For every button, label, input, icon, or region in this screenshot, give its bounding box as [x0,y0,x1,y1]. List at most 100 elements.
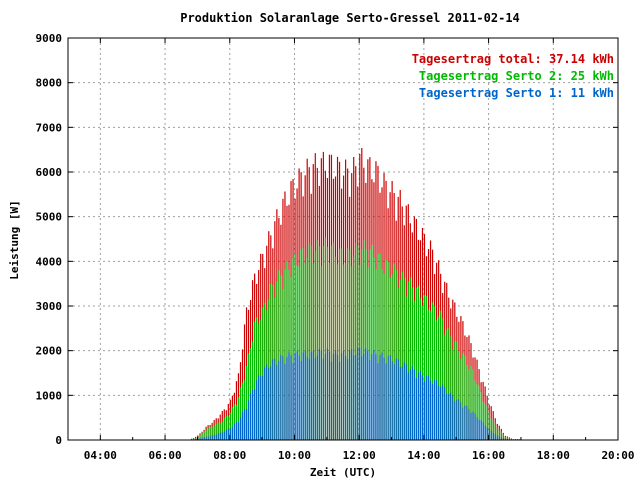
bar [421,375,424,440]
bar [411,366,413,440]
bar [363,240,365,440]
bar [304,351,306,440]
bar [393,364,395,440]
bar [270,283,272,440]
bar [478,419,480,440]
bar [385,259,387,440]
bar [347,248,349,440]
bar [476,417,478,440]
bar [456,341,458,440]
bar [353,355,355,440]
bar [215,423,217,440]
bar [488,412,490,440]
bar [272,359,274,440]
bar [332,242,335,440]
bar [345,355,347,440]
bar [338,248,341,440]
bar [268,368,270,440]
bar [211,426,213,440]
bar [328,263,331,440]
bar [205,436,207,440]
bar [225,415,227,440]
bar [322,245,324,440]
bar [419,370,422,440]
bar [454,341,456,440]
bar [504,436,506,440]
bar [330,361,333,440]
bar [496,435,498,440]
bar [349,249,351,440]
bar [340,353,343,440]
bar [213,425,215,440]
y-tick-label: 4000 [36,255,63,268]
bar [474,380,476,440]
bar [490,418,492,440]
bar [365,249,367,440]
bar [429,380,432,440]
bar [500,431,502,440]
bar [254,321,256,440]
bar [314,251,316,440]
bar [440,310,442,440]
bar [314,357,316,440]
bar [440,386,442,440]
bar [502,433,504,440]
bar [278,270,280,440]
bar [247,400,250,440]
bar [235,422,238,440]
bar [387,261,389,440]
bar [363,353,365,440]
bar [385,363,387,440]
x-tick-label: 10:00 [278,449,311,462]
bar [502,437,504,440]
bar [436,380,438,440]
bar [312,351,314,440]
bar [292,258,294,440]
bar [239,387,242,440]
bar [336,354,339,440]
bar [478,385,480,440]
bar [452,395,454,440]
bar [472,369,474,440]
bar [468,368,470,440]
legend: Tagesertrag total: 37.14 kWh Tagesertrag … [412,52,614,100]
bar [423,381,426,440]
bar [357,246,359,440]
bar [351,349,353,440]
bar [306,257,308,440]
bar [377,253,379,440]
bar [486,427,488,440]
bar [462,407,464,440]
bar [472,411,474,440]
bar [294,353,296,440]
x-tick-label: 08:00 [213,449,246,462]
bar [492,433,494,440]
bar [458,399,460,440]
bar [466,364,468,440]
bar [490,430,492,440]
bar [506,438,508,440]
bar [375,354,377,440]
bar [508,438,511,440]
bar [276,364,278,440]
bar [373,350,375,440]
bar [433,379,436,440]
bar [415,378,417,440]
bar [413,369,415,440]
bar [310,351,312,440]
bar [436,320,438,440]
bar [245,366,248,440]
bar [300,249,302,440]
bar [379,253,381,440]
bar [237,397,240,440]
bar [203,431,205,440]
bar [401,366,403,440]
bar [213,434,215,440]
bar [417,372,420,440]
bar [288,352,290,440]
bar [345,263,347,440]
bar [417,286,420,440]
bar [498,436,500,440]
bar [383,273,385,440]
bar [254,389,256,440]
